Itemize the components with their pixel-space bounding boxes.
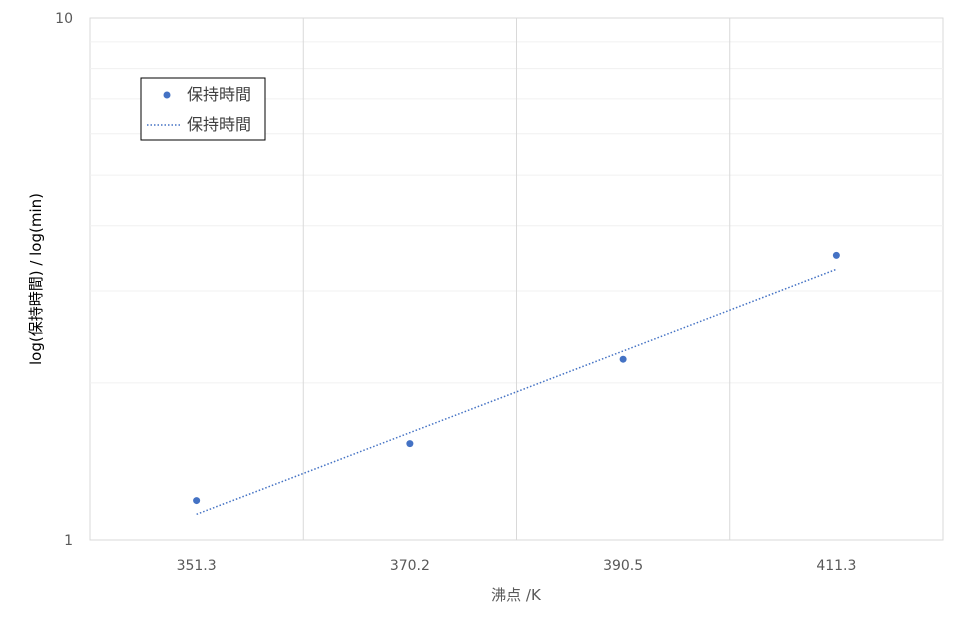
x-tick-label: 351.3 [177, 558, 217, 574]
trendline-layer [196, 268, 837, 516]
grid-layer [90, 18, 943, 540]
y-tick-label: 1 [64, 533, 73, 549]
trendline [196, 268, 837, 516]
data-point [193, 497, 201, 505]
points-layer [193, 251, 840, 505]
y-axis-title: log(保持時間) / log(min) [27, 193, 45, 365]
legend-box [140, 77, 266, 141]
x-tick-label: 370.2 [390, 558, 430, 574]
y-tick-label: 10 [55, 11, 73, 27]
legend-label-points: 保持時間 [187, 85, 251, 104]
data-point [406, 440, 414, 448]
x-axis-title: 沸点 /K [491, 586, 542, 604]
data-point [619, 355, 627, 363]
legend: 保持時間 保持時間 [140, 77, 266, 141]
legend-label-trendline: 保持時間 [187, 115, 251, 134]
x-tick-label: 390.5 [603, 558, 643, 574]
data-point [832, 251, 840, 259]
tick-labels: 351.3 370.2 390.5 411.3 1 10 [55, 11, 856, 574]
x-tick-label: 411.3 [816, 558, 856, 574]
legend-marker-points [163, 91, 171, 99]
